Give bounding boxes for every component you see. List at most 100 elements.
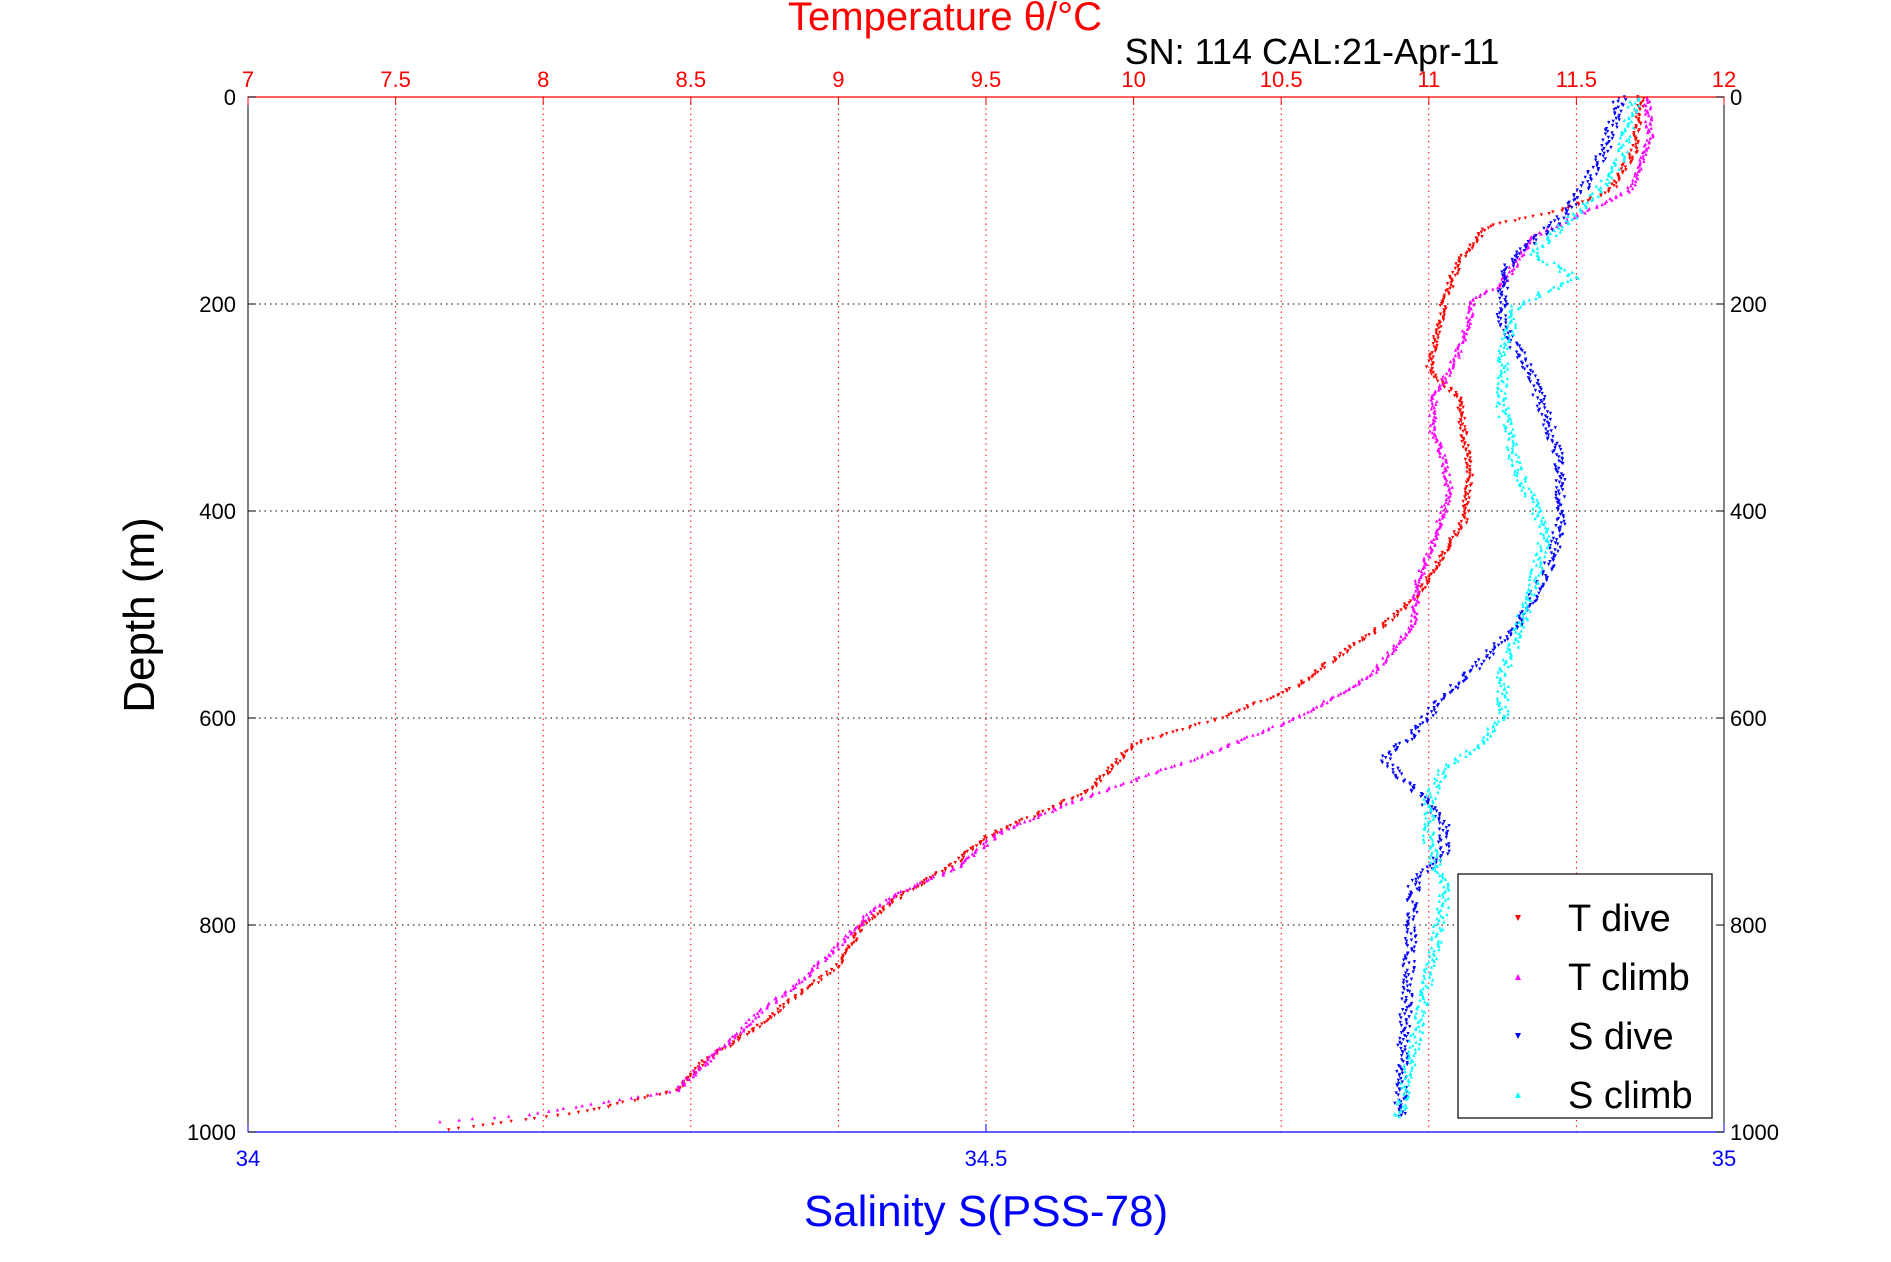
data-point xyxy=(1535,381,1539,386)
data-point xyxy=(1192,757,1197,762)
data-point xyxy=(1637,98,1641,102)
data-point xyxy=(1515,356,1520,360)
data-point xyxy=(693,1066,698,1071)
data-point xyxy=(1388,757,1393,761)
data-point xyxy=(1159,767,1163,772)
data-point xyxy=(1437,899,1441,903)
data-point xyxy=(1299,679,1304,684)
data-point xyxy=(1444,825,1449,830)
data-point xyxy=(1213,719,1217,723)
data-point xyxy=(1398,1088,1402,1092)
data-point xyxy=(1401,1037,1406,1042)
data-point xyxy=(1424,983,1428,988)
data-point xyxy=(1496,289,1500,294)
data-point xyxy=(1465,677,1469,681)
data-point xyxy=(1458,427,1463,431)
data-point xyxy=(1396,1093,1400,1097)
data-point xyxy=(1410,948,1414,953)
data-point xyxy=(1614,116,1618,121)
data-point xyxy=(1389,753,1393,757)
data-point xyxy=(1436,941,1440,945)
data-point xyxy=(929,876,934,880)
data-point xyxy=(1596,194,1601,199)
temperature-tick-label: 9 xyxy=(832,67,844,92)
data-point xyxy=(791,986,796,991)
data-point xyxy=(1455,392,1459,397)
data-point xyxy=(1523,476,1527,481)
data-point xyxy=(1497,679,1502,683)
data-point xyxy=(1586,199,1590,203)
data-point xyxy=(1429,794,1433,799)
data-point xyxy=(1400,1085,1404,1090)
data-point xyxy=(1401,964,1405,968)
data-point xyxy=(1423,811,1427,816)
data-point xyxy=(1362,637,1367,641)
data-point xyxy=(677,1088,681,1093)
data-point xyxy=(1437,786,1442,790)
data-point xyxy=(1105,769,1109,774)
data-point xyxy=(1367,633,1371,637)
data-point xyxy=(1507,269,1512,274)
data-point xyxy=(1605,183,1610,187)
data-point xyxy=(1498,296,1502,301)
data-point xyxy=(890,901,895,905)
data-point xyxy=(778,1004,782,1009)
data-point xyxy=(1180,728,1185,732)
data-point xyxy=(1188,724,1193,729)
data-point xyxy=(1534,296,1538,301)
data-point xyxy=(1510,329,1515,333)
data-point xyxy=(727,1041,732,1045)
data-point xyxy=(1387,751,1391,756)
data-point xyxy=(1554,486,1559,490)
data-point xyxy=(1626,105,1630,109)
data-point xyxy=(1606,189,1611,194)
data-point xyxy=(1611,119,1615,124)
data-point xyxy=(1309,709,1313,713)
data-point xyxy=(1461,334,1465,339)
data-point xyxy=(1041,809,1045,814)
data-point xyxy=(1616,105,1621,109)
data-point xyxy=(1603,128,1608,132)
data-point xyxy=(1410,613,1414,617)
data-point xyxy=(1543,550,1548,554)
data-point xyxy=(1513,630,1518,634)
data-point xyxy=(1537,401,1542,406)
data-point xyxy=(1484,649,1489,653)
data-point xyxy=(1628,99,1632,104)
data-point xyxy=(1383,660,1388,664)
data-point xyxy=(1110,767,1114,772)
data-point xyxy=(1457,399,1462,404)
data-point xyxy=(1020,817,1024,822)
data-point xyxy=(1544,574,1548,578)
data-point xyxy=(1488,650,1493,655)
data-point xyxy=(1395,1084,1400,1088)
data-points xyxy=(438,95,1655,1132)
data-point xyxy=(1647,113,1651,118)
data-point xyxy=(1344,689,1348,693)
data-point xyxy=(1438,386,1443,390)
data-point xyxy=(1411,624,1415,628)
data-point xyxy=(1521,611,1525,616)
data-point xyxy=(809,969,813,974)
data-point xyxy=(1616,148,1621,153)
data-point xyxy=(1557,269,1562,273)
data-point xyxy=(1558,512,1563,517)
data-point xyxy=(1507,431,1511,435)
data-point xyxy=(1431,396,1435,401)
data-point xyxy=(1425,582,1430,586)
data-point xyxy=(471,1125,476,1129)
data-point xyxy=(438,1119,442,1124)
data-point xyxy=(1525,603,1529,607)
data-point xyxy=(1628,154,1632,158)
data-point xyxy=(1402,1033,1407,1038)
data-point xyxy=(1523,479,1528,483)
data-point xyxy=(1541,423,1546,427)
data-point xyxy=(1545,262,1549,266)
data-point xyxy=(1441,872,1445,876)
data-point xyxy=(1436,336,1440,340)
data-point xyxy=(1461,445,1465,449)
data-point xyxy=(765,1019,769,1023)
data-point xyxy=(1507,413,1511,417)
data-point xyxy=(694,1073,698,1077)
data-point xyxy=(1495,313,1499,317)
